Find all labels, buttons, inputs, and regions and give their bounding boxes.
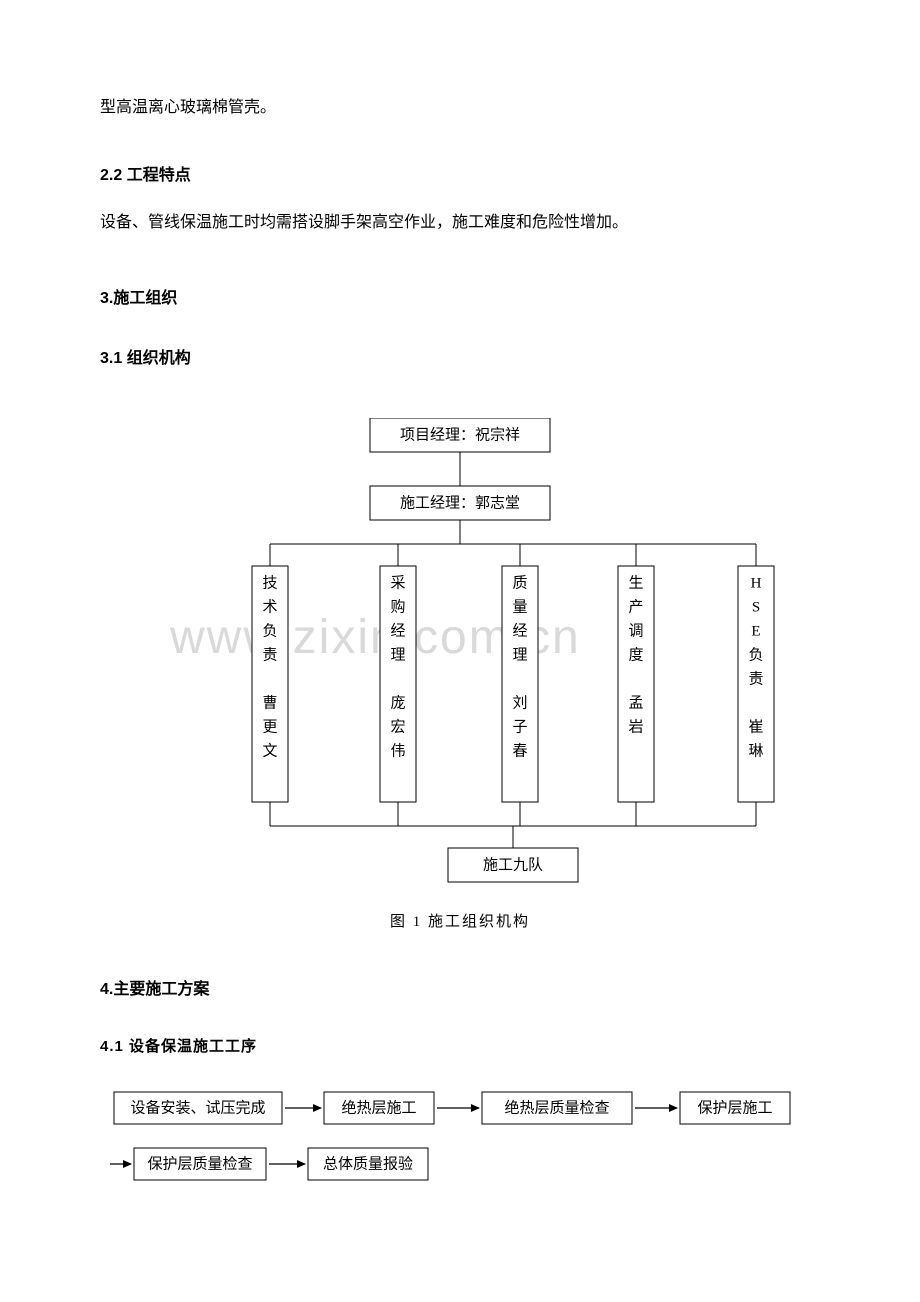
svg-text:度: 度 [628, 647, 643, 664]
figure-1-caption: 图 1 施工组织机构 [100, 910, 820, 931]
svg-text:购: 购 [390, 599, 405, 616]
heading-4: 4.主要施工方案 [100, 975, 820, 999]
svg-text:经: 经 [390, 623, 405, 640]
heading-4-1: 4.1 设备保温施工工序 [100, 1035, 820, 1056]
body-line-1: 型高温离心玻璃棉管壳。 [100, 90, 820, 125]
svg-text:理: 理 [390, 648, 405, 664]
svg-text:文: 文 [262, 743, 277, 760]
svg-text:施工九队: 施工九队 [483, 857, 543, 874]
svg-text:刘: 刘 [512, 695, 527, 712]
svg-text:绝热层施工: 绝热层施工 [341, 1100, 416, 1117]
svg-text:琳: 琳 [748, 743, 763, 760]
svg-text:E: E [751, 624, 760, 640]
svg-text:伟: 伟 [390, 743, 405, 760]
svg-text:施工经理：郭志堂: 施工经理：郭志堂 [400, 495, 520, 512]
svg-text:保护层施工: 保护层施工 [697, 1100, 772, 1117]
svg-text:设备安装、试压完成: 设备安装、试压完成 [130, 1100, 265, 1117]
flow-chart-svg: 设备安装、试压完成 绝热层施工 绝热层质量检查 保护层施工保护层质量检查 总体质量报验 [100, 1086, 820, 1206]
svg-text:绝热层质量检查: 绝热层质量检查 [504, 1100, 609, 1117]
svg-text:岩: 岩 [628, 719, 643, 736]
org-chart-svg: 项目经理：祝宗祥施工经理：郭志堂技术负责曹更文采购经理庞宏伟质量经理刘子春生产调… [180, 418, 800, 888]
flow-chart: 设备安装、试压完成 绝热层施工 绝热层质量检查 保护层施工保护层质量检查 总体质量报验 [100, 1086, 820, 1206]
svg-text:责: 责 [748, 671, 763, 688]
svg-text:宏: 宏 [390, 719, 405, 736]
document-page: 型高温离心玻璃棉管壳。 2.2 工程特点 设备、管线保温施工时均需搭设脚手架高空… [0, 0, 920, 1266]
svg-text:术: 术 [262, 599, 277, 616]
body-line-2: 设备、管线保温施工时均需搭设脚手架高空作业，施工难度和危险性增加。 [100, 205, 820, 240]
svg-text:子: 子 [512, 719, 527, 736]
svg-text:量: 量 [512, 600, 527, 616]
svg-text:负: 负 [748, 647, 763, 664]
svg-text:S: S [752, 600, 760, 616]
svg-text:曹: 曹 [262, 695, 277, 712]
svg-text:负: 负 [262, 623, 277, 640]
svg-text:崔: 崔 [748, 719, 763, 736]
svg-text:采: 采 [390, 575, 405, 592]
svg-text:春: 春 [512, 743, 527, 760]
svg-text:项目经理：祝宗祥: 项目经理：祝宗祥 [400, 426, 520, 444]
svg-text:理: 理 [512, 648, 527, 664]
heading-3: 3.施工组织 [100, 284, 820, 308]
svg-text:保护层质量检查: 保护层质量检查 [147, 1156, 252, 1173]
svg-text:更: 更 [262, 720, 277, 736]
svg-text:生: 生 [628, 575, 643, 592]
svg-text:质: 质 [512, 575, 527, 592]
svg-text:技: 技 [262, 575, 277, 592]
svg-text:庞: 庞 [390, 695, 405, 712]
svg-text:经: 经 [512, 623, 527, 640]
svg-text:责: 责 [262, 647, 277, 664]
org-chart: 项目经理：祝宗祥施工经理：郭志堂技术负责曹更文采购经理庞宏伟质量经理刘子春生产调… [180, 418, 740, 888]
heading-3-1: 3.1 组织机构 [100, 344, 820, 368]
svg-text:孟: 孟 [628, 695, 643, 712]
svg-text:调: 调 [628, 623, 643, 640]
svg-text:产: 产 [628, 599, 643, 616]
heading-2-2: 2.2 工程特点 [100, 161, 820, 185]
svg-text:总体质量报验: 总体质量报验 [323, 1156, 413, 1173]
svg-text:H: H [751, 576, 762, 592]
